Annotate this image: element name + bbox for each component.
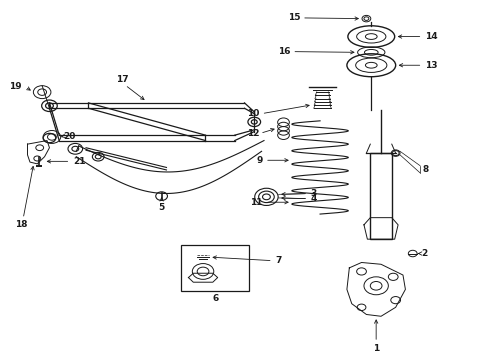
Bar bbox=[181, 244, 249, 291]
Text: 2: 2 bbox=[420, 249, 427, 258]
Text: 11: 11 bbox=[250, 198, 263, 207]
Text: 9: 9 bbox=[256, 156, 263, 165]
Text: 17: 17 bbox=[116, 75, 129, 84]
Text: 5: 5 bbox=[158, 203, 164, 212]
Text: 21: 21 bbox=[73, 157, 85, 166]
Text: 15: 15 bbox=[287, 13, 300, 22]
Text: 18: 18 bbox=[15, 220, 27, 229]
Text: 8: 8 bbox=[422, 166, 428, 175]
Text: 6: 6 bbox=[212, 294, 218, 303]
Text: 1: 1 bbox=[372, 344, 379, 353]
Text: 10: 10 bbox=[246, 109, 259, 118]
Bar bbox=[369, 153, 391, 239]
Text: 4: 4 bbox=[310, 194, 316, 203]
Text: 16: 16 bbox=[278, 47, 290, 56]
Text: 14: 14 bbox=[424, 32, 437, 41]
Text: 19: 19 bbox=[8, 82, 21, 91]
Text: 12: 12 bbox=[246, 129, 259, 138]
Text: 7: 7 bbox=[275, 256, 281, 265]
Text: 20: 20 bbox=[63, 132, 75, 141]
Text: 13: 13 bbox=[424, 61, 437, 70]
Text: 3: 3 bbox=[310, 189, 316, 198]
